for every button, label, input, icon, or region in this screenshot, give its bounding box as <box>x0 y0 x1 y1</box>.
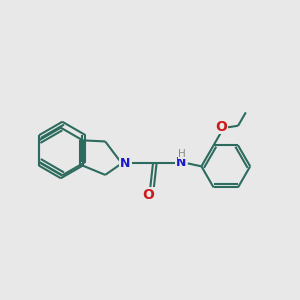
Text: H: H <box>178 149 186 159</box>
Text: O: O <box>215 119 227 134</box>
Text: N: N <box>120 157 130 170</box>
Text: N: N <box>176 156 186 169</box>
Text: O: O <box>142 188 154 202</box>
